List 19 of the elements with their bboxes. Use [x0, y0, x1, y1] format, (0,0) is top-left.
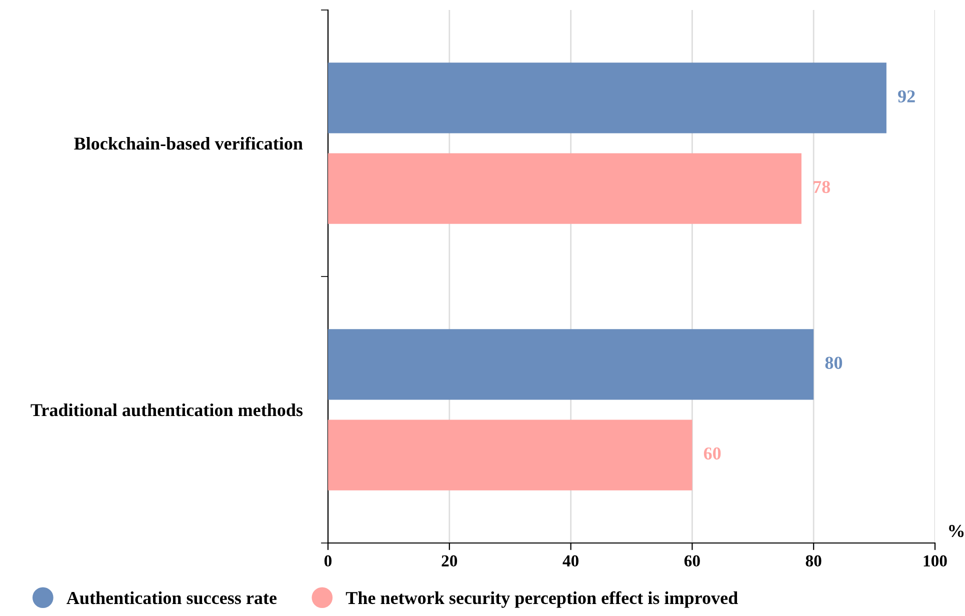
x-tick-label: 100	[924, 555, 947, 567]
bar	[328, 420, 692, 490]
data-label: 78	[814, 180, 830, 194]
x-axis-title: %	[949, 524, 964, 538]
data-label: 92	[898, 90, 915, 102]
legend-label: The network security perception effect is improved	[346, 591, 738, 608]
data-label: 60	[704, 447, 721, 460]
x-tick-label: 60	[684, 555, 700, 567]
bar	[328, 153, 802, 224]
legend-label: Authentication success rate	[66, 591, 277, 604]
bar	[328, 62, 886, 134]
bar	[328, 329, 814, 400]
y-tick-label: Traditional authentication methods	[30, 403, 303, 416]
x-tick-label: 0	[324, 555, 332, 567]
x-tick-label: 40	[562, 555, 578, 567]
x-tick-label: 20	[442, 555, 458, 567]
x-tick-label: 80	[806, 555, 822, 567]
data-label: 80	[825, 356, 842, 369]
y-tick-label: Blockchain-based verification	[74, 136, 303, 150]
